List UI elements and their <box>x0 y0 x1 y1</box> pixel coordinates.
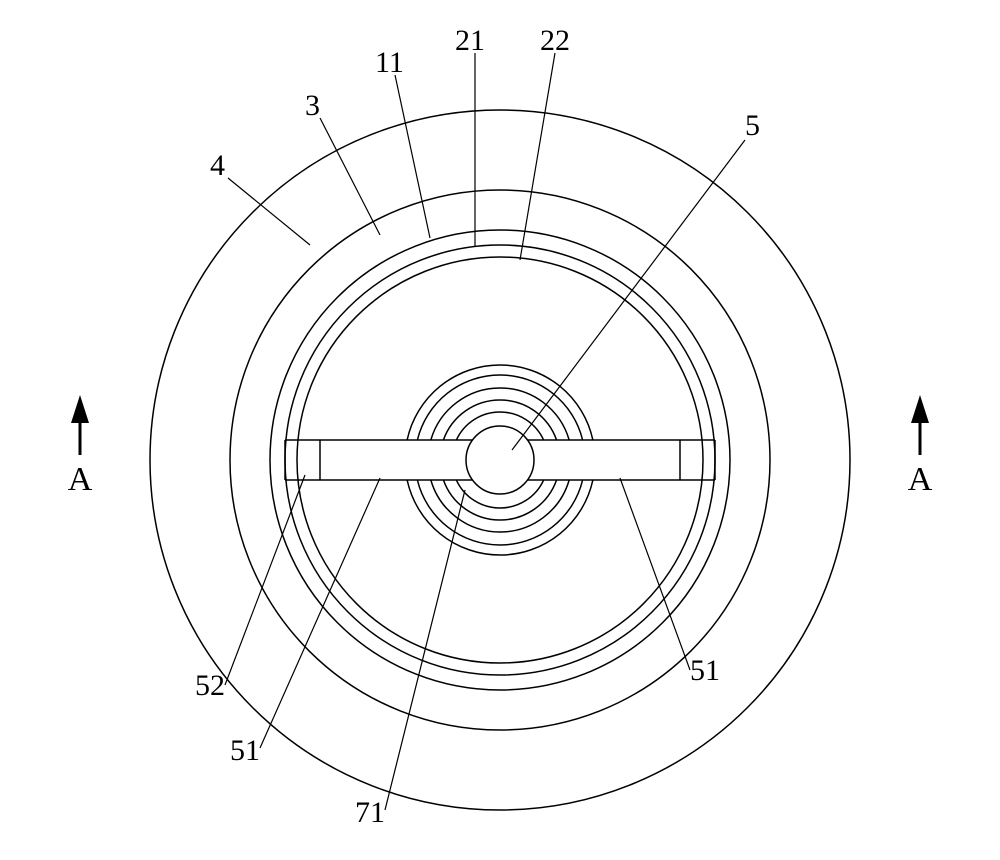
hub-arc-c-top <box>431 388 569 440</box>
section-arrow-head <box>911 395 929 423</box>
section-label: A <box>68 461 93 498</box>
leader-5 <box>512 140 745 450</box>
label-3: 3 <box>305 89 320 122</box>
section-arrow-head <box>71 395 89 423</box>
leader-3 <box>320 118 380 235</box>
label-11: 11 <box>375 46 404 79</box>
section-label: A <box>908 461 933 498</box>
leader-52 <box>225 475 305 685</box>
label-4: 4 <box>210 149 225 182</box>
label-71: 71 <box>355 796 385 829</box>
leader-11 <box>395 75 430 238</box>
ring-22 <box>297 257 703 663</box>
leader-4 <box>228 178 310 245</box>
label-51b: 51 <box>690 654 720 687</box>
hub-arc-c-bot <box>431 480 569 532</box>
ring-1 <box>230 190 770 730</box>
technical-drawing: AA43112122552517151 <box>0 0 1000 860</box>
label-22: 22 <box>540 24 570 57</box>
ring-3 <box>285 245 715 675</box>
label-51a: 51 <box>230 734 260 767</box>
leader-51b <box>620 478 690 670</box>
ring-0 <box>150 110 850 810</box>
leader-71 <box>385 490 465 810</box>
label-21: 21 <box>455 24 485 57</box>
ring-2 <box>270 230 730 690</box>
label-52: 52 <box>195 669 225 702</box>
hub-circle <box>466 426 534 494</box>
label-5: 5 <box>745 109 760 142</box>
leader-22 <box>520 53 555 260</box>
